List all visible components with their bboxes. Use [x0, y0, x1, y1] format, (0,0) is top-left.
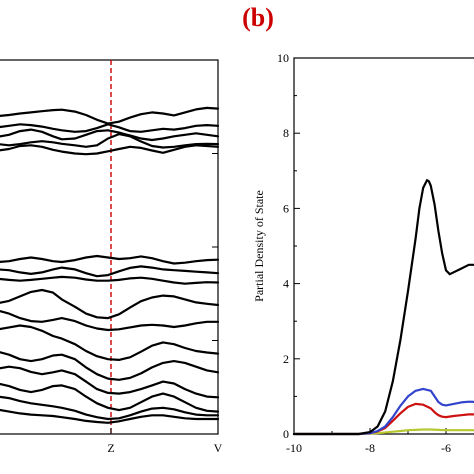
band-line-12 — [0, 351, 220, 381]
band-structure-plot: Z V — [0, 59, 223, 455]
band-xtick-label: V — [214, 441, 223, 455]
band-line-9 — [0, 288, 220, 320]
band-line-6 — [0, 254, 220, 265]
band-line-3 — [0, 128, 220, 142]
band-line-16 — [0, 408, 220, 424]
band-line-4 — [0, 133, 220, 149]
pdos-frame — [293, 57, 474, 435]
pdos-xtick-label: -10 — [286, 441, 302, 455]
band-lines — [0, 106, 220, 424]
band-line-14 — [0, 382, 220, 413]
band-line-10 — [0, 310, 220, 332]
pdos-ytick-label: 10 — [277, 51, 289, 65]
pdos-y-axis-title: Partial Density of State — [252, 190, 266, 302]
pdos-ytick-label: 8 — [283, 126, 289, 140]
pdos-xtick-label: -8 — [365, 441, 375, 455]
panel-label-b: (b) — [242, 3, 274, 32]
band-line-15 — [0, 395, 220, 421]
band-energy-ticks — [110, 153, 219, 435]
band-line-8 — [0, 275, 220, 285]
band-line-13 — [0, 365, 220, 399]
pdos-plot: 0 2 4 6 8 10 -10 -8 -6 Partial Density of State — [252, 51, 474, 455]
band-line-5 — [0, 144, 220, 156]
band-line-2 — [0, 123, 220, 133]
pdos-ytick-label: 4 — [283, 277, 289, 291]
band-xtick-label: Z — [107, 441, 114, 455]
pdos-line-blue — [292, 387, 474, 436]
pdos-ytick-label: 6 — [283, 201, 289, 215]
band-line-1 — [0, 106, 220, 125]
pdos-ytick-label: 0 — [283, 427, 289, 441]
pdos-xtick-label: -6 — [441, 441, 451, 455]
pdos-ytick-label: 2 — [283, 352, 289, 366]
pdos-y-ticks: 0 2 4 6 8 10 — [277, 51, 300, 441]
pdos-lines — [292, 179, 474, 436]
band-line-11 — [0, 324, 220, 361]
band-line-7 — [0, 265, 220, 278]
pdos-line-total — [292, 179, 474, 436]
